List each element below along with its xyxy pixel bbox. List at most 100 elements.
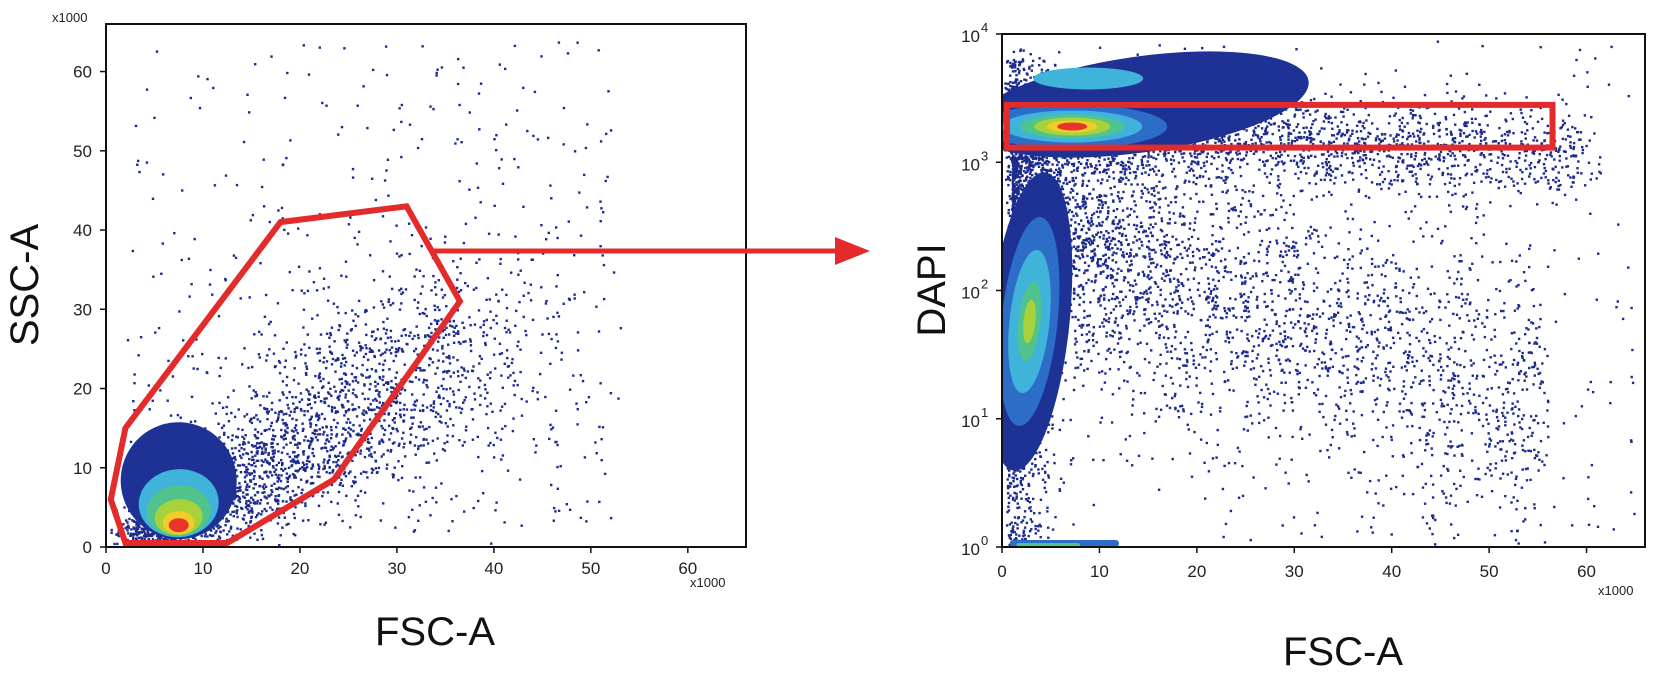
left-event-dot — [335, 465, 338, 468]
left-event-dot — [389, 352, 393, 355]
right-event-dot — [1193, 149, 1197, 153]
left-event-dot — [278, 361, 282, 364]
left-event-dot — [330, 410, 334, 413]
left-event-dot — [551, 426, 555, 429]
left-event-dot — [270, 489, 273, 492]
left-event-dot — [447, 356, 450, 359]
left-event-dot — [363, 397, 367, 401]
right-event-dot — [1147, 153, 1150, 156]
left-event-dot — [325, 426, 328, 429]
right-event-dot — [1548, 187, 1552, 190]
left-event-dot — [394, 350, 397, 354]
left-event-dot — [567, 297, 571, 300]
left-event-dot — [308, 398, 311, 401]
right-event-dot — [1021, 160, 1024, 164]
left-event-dot — [586, 500, 589, 503]
left-event-dot — [280, 451, 284, 454]
right-event-dot — [1328, 140, 1331, 143]
right-event-dot — [1448, 181, 1452, 184]
left-gate-polygon[interactable] — [107, 203, 464, 546]
left-event-dot — [326, 299, 330, 302]
left-event-dot — [329, 332, 332, 335]
left-event-dot — [262, 158, 265, 161]
left-event-dot — [517, 273, 520, 276]
left-event-dot — [316, 438, 319, 442]
left-event-dot — [304, 504, 307, 508]
right-event-dot — [1055, 168, 1058, 172]
left-event-dot — [289, 139, 292, 142]
left-event-dot — [239, 297, 242, 300]
left-event-dot — [416, 353, 419, 356]
right-event-dot — [1346, 142, 1349, 145]
left-event-dot — [612, 271, 616, 274]
left-event-dot — [310, 476, 313, 479]
right-event-dot — [1299, 153, 1302, 156]
left-event-dot — [359, 452, 362, 455]
left-event-dot — [436, 306, 439, 309]
right-event-dot — [1472, 149, 1476, 153]
left-event-dot — [289, 496, 292, 499]
left-event-dot — [384, 342, 387, 345]
left-event-dot — [439, 415, 442, 418]
left-event-dot — [518, 300, 521, 304]
left-event-dot — [331, 469, 335, 473]
left-event-dot — [243, 476, 247, 479]
right-event-dot — [1480, 152, 1483, 155]
left-event-dot — [228, 530, 231, 533]
left-event-dot — [598, 500, 601, 504]
left-event-dot — [341, 519, 344, 523]
left-event-dot — [343, 471, 347, 474]
right-event-dot — [1577, 160, 1580, 163]
right-event-dot — [1256, 136, 1260, 139]
left-event-dot — [371, 350, 374, 353]
left-event-dot — [385, 467, 388, 470]
left-event-dot — [226, 533, 229, 536]
left-event-dot — [116, 542, 119, 546]
right-event-dot — [1217, 140, 1220, 143]
left-event-dot — [327, 440, 331, 443]
right-event-dot — [1243, 142, 1246, 146]
left-event-dot — [229, 513, 232, 516]
left-event-dot — [498, 352, 502, 356]
left-event-dot — [610, 516, 613, 520]
right-event-dot — [1564, 138, 1567, 141]
left-event-dot — [221, 406, 225, 409]
left-event-dot — [448, 362, 452, 365]
left-event-dot — [384, 381, 388, 385]
left-event-dot — [215, 525, 218, 528]
right-event-dot — [1274, 157, 1278, 160]
left-event-dot — [401, 350, 405, 353]
left-event-dot — [492, 443, 495, 447]
right-event-dot — [1420, 195, 1423, 199]
left-event-dot — [374, 460, 378, 463]
left-event-dot — [285, 156, 288, 160]
left-event-dot — [353, 236, 356, 240]
left-event-dot — [291, 289, 294, 292]
right-event-dot — [1324, 92, 1327, 95]
left-event-dot — [322, 433, 325, 436]
left-event-dot — [270, 401, 274, 405]
left-event-dot — [454, 332, 458, 335]
right-event-dot — [1308, 130, 1311, 133]
right-event-dot — [1216, 136, 1219, 139]
right-event-dot — [1381, 180, 1385, 184]
left-event-dot — [251, 213, 255, 217]
right-event-dot — [1597, 163, 1601, 166]
left-event-dot — [439, 402, 443, 406]
left-event-dot — [271, 465, 275, 468]
left-event-dot — [318, 376, 322, 379]
left-event-dot — [306, 333, 309, 336]
left-event-dot — [300, 398, 304, 401]
right-event-dot — [1453, 137, 1457, 140]
left-event-dot — [421, 425, 424, 428]
left-event-dot — [254, 428, 257, 431]
left-event-dot — [424, 307, 427, 311]
right-event-dot — [1554, 165, 1557, 169]
left-event-dot — [322, 377, 325, 381]
left-event-dot — [290, 499, 293, 502]
left-event-dot — [594, 441, 597, 444]
left-event-dot — [525, 333, 528, 337]
right-event-dot — [1352, 113, 1355, 116]
left-y-tick-label: 40 — [73, 221, 92, 240]
left-event-dot — [393, 421, 396, 424]
